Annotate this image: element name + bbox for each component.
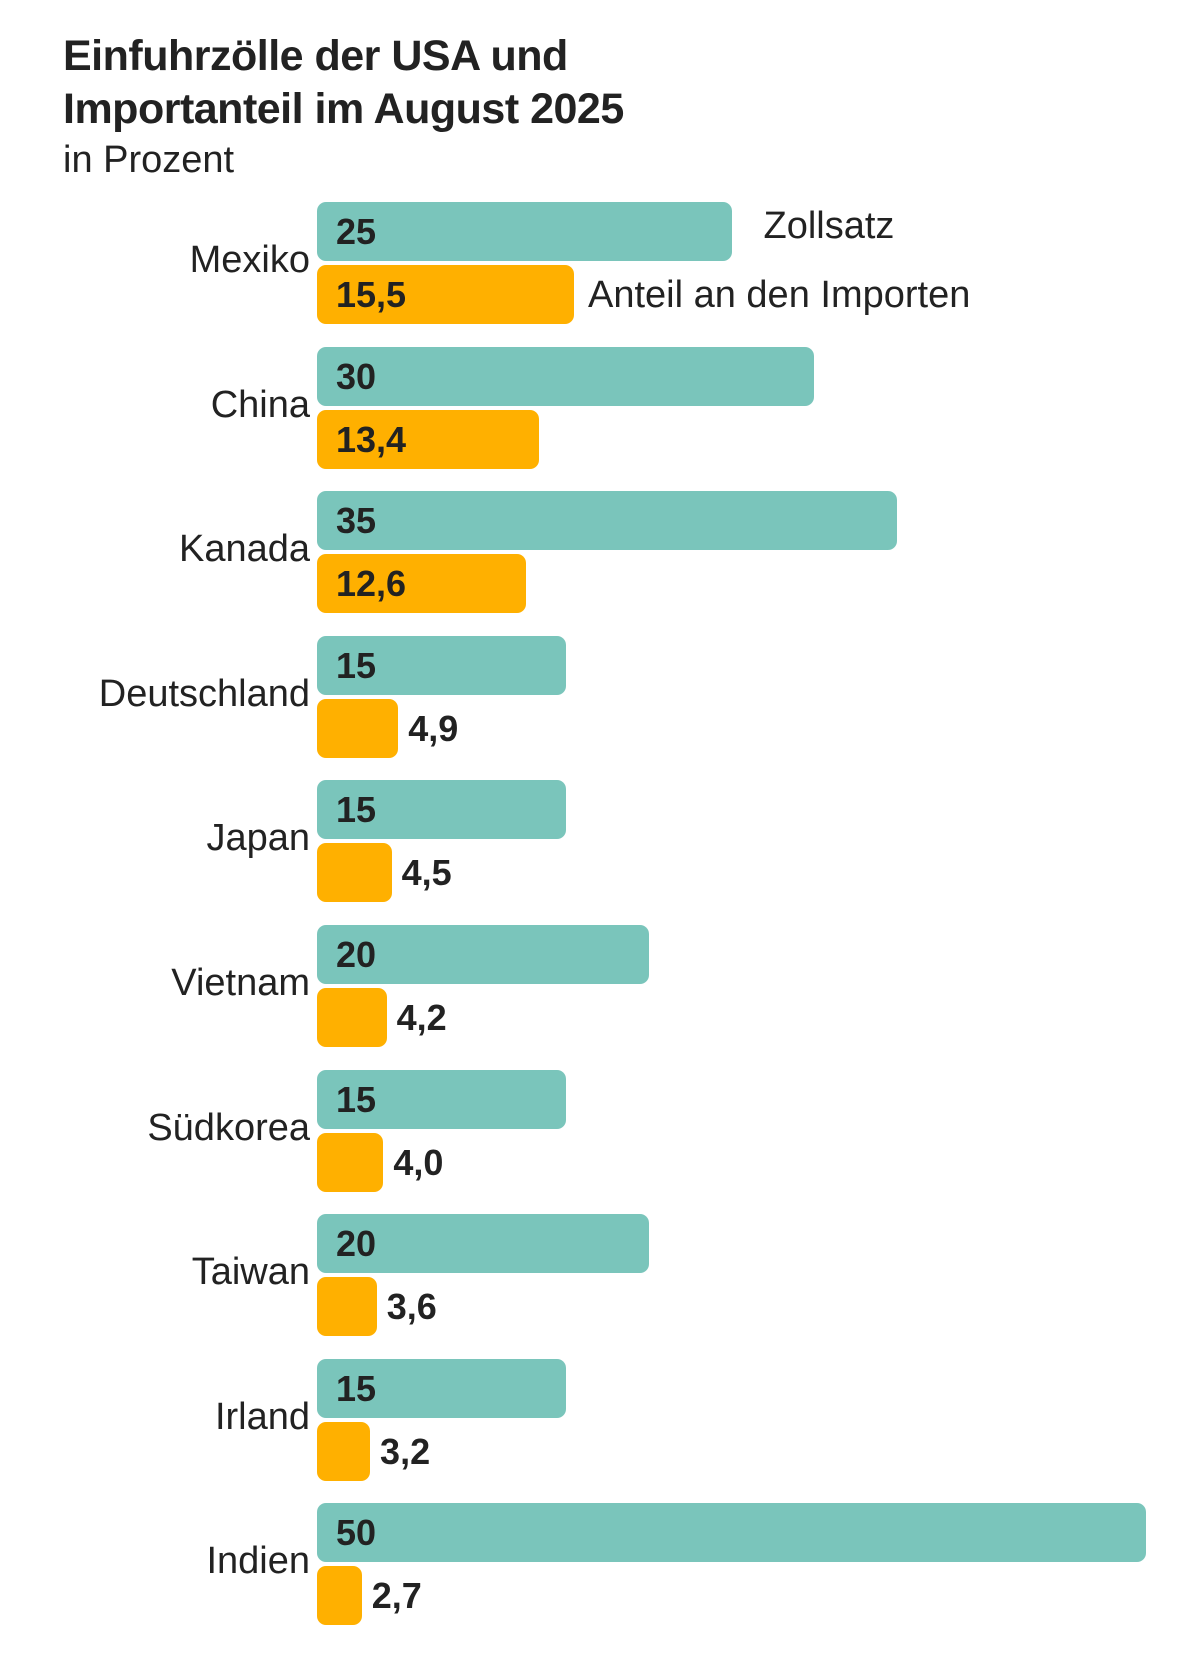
bar-zollsatz bbox=[317, 1214, 649, 1274]
bar-importanteil bbox=[317, 1132, 384, 1192]
category-label: Indien bbox=[206, 1540, 310, 1583]
legend-importanteil: Anteil an den Importen bbox=[587, 274, 971, 316]
bar-zollsatz bbox=[317, 1069, 566, 1129]
title-line-1: Einfuhrzölle der USA und bbox=[63, 32, 568, 80]
bar-zollsatz bbox=[317, 491, 898, 551]
value-label: 15 bbox=[336, 789, 377, 831]
value-label: 4,9 bbox=[408, 707, 459, 749]
bar-zollsatz bbox=[317, 780, 566, 840]
category-label: China bbox=[210, 383, 310, 426]
bar-zollsatz bbox=[317, 635, 566, 695]
value-label: 15 bbox=[336, 1078, 377, 1120]
value-label: 20 bbox=[336, 934, 377, 975]
category-label: Irland bbox=[214, 1395, 310, 1438]
value-label: 4,0 bbox=[393, 1141, 444, 1183]
category-label: Deutschland bbox=[98, 672, 310, 715]
bar-importanteil bbox=[317, 698, 399, 758]
bar-importanteil bbox=[317, 843, 392, 903]
category-label: Vietnam bbox=[171, 962, 310, 1004]
value-label: 25 bbox=[336, 211, 377, 252]
value-label: 4,5 bbox=[401, 852, 452, 894]
bar-zollsatz bbox=[317, 346, 815, 406]
bar-importanteil bbox=[317, 988, 387, 1047]
bar-zollsatz bbox=[317, 202, 732, 261]
value-label: 50 bbox=[336, 1512, 377, 1554]
bar-importanteil bbox=[317, 265, 574, 324]
category-label: Mexiko bbox=[189, 239, 310, 281]
title-line-2: Importanteil im August 2025 bbox=[63, 85, 624, 133]
category-label: Kanada bbox=[178, 528, 310, 571]
bar-zollsatz bbox=[317, 1358, 566, 1418]
value-label: 20 bbox=[336, 1223, 377, 1265]
bar-importanteil bbox=[317, 1566, 362, 1626]
value-label: 3,2 bbox=[380, 1430, 431, 1472]
category-label: Japan bbox=[206, 817, 310, 860]
value-label: 2,7 bbox=[371, 1575, 422, 1617]
bar-zollsatz bbox=[317, 1503, 1146, 1563]
value-label: 12,6 bbox=[336, 563, 407, 605]
chart-subtitle: in Prozent bbox=[63, 139, 235, 181]
category-label: Südkorea bbox=[147, 1106, 310, 1149]
bar-importanteil bbox=[317, 409, 540, 469]
value-label: 35 bbox=[336, 500, 377, 542]
bar-importanteil bbox=[317, 1421, 371, 1481]
bar-zollsatz bbox=[317, 925, 649, 984]
value-label: 13,4 bbox=[336, 418, 407, 460]
value-label: 15 bbox=[336, 644, 377, 686]
chart-title: Einfuhrzölle der USA und Importanteil im… bbox=[63, 30, 624, 136]
value-label: 15,5 bbox=[336, 274, 407, 315]
category-label: Taiwan bbox=[191, 1251, 310, 1294]
bar-importanteil bbox=[317, 1277, 377, 1337]
legend-zollsatz: Zollsatz bbox=[763, 205, 895, 247]
value-label: 15 bbox=[336, 1367, 377, 1409]
value-label: 3,6 bbox=[386, 1286, 437, 1328]
bar-importanteil bbox=[317, 554, 526, 614]
value-label: 4,2 bbox=[396, 997, 447, 1038]
value-label: 30 bbox=[336, 355, 377, 397]
